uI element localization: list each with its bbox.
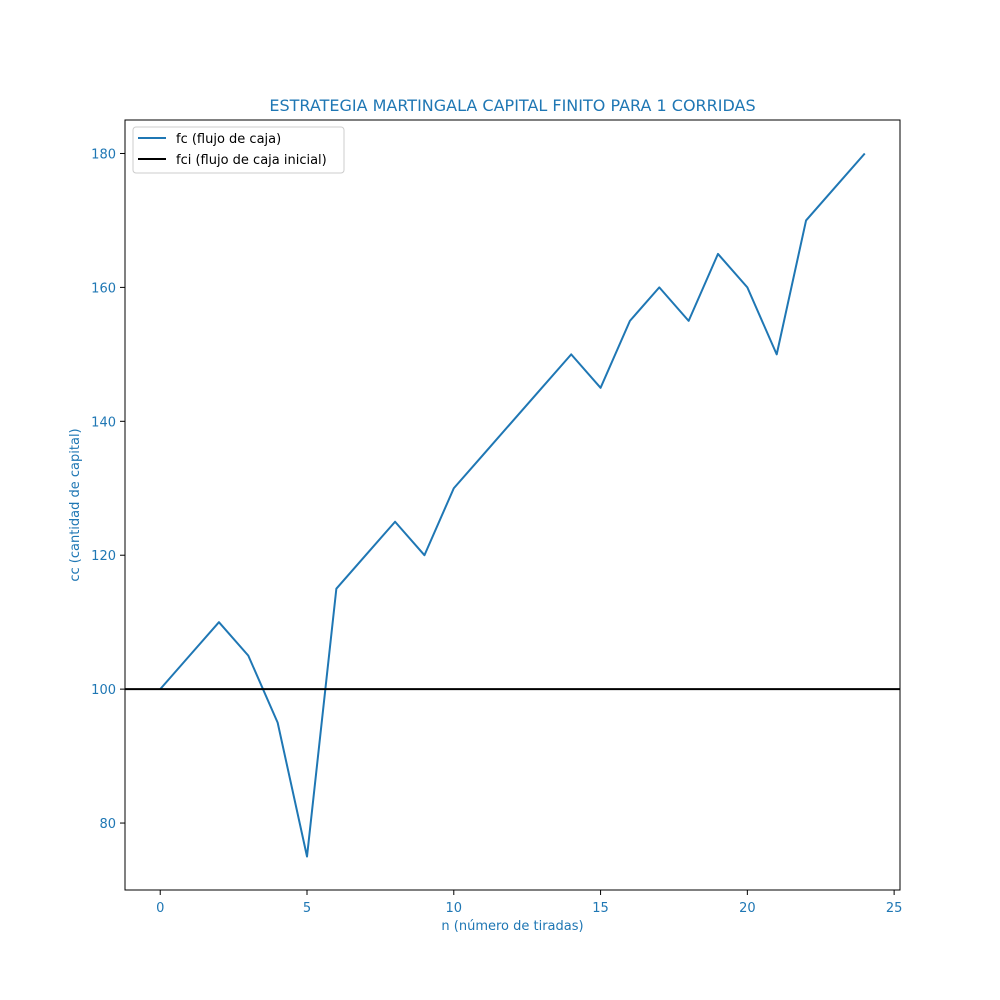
y-tick-label: 180 <box>91 147 116 162</box>
y-axis: 80 100 120 140 160 180 <box>91 147 125 832</box>
y-tick-label: 100 <box>91 683 116 698</box>
legend: fc (flujo de caja) fci (flujo de caja in… <box>132 126 345 174</box>
x-tick-label: 25 <box>886 901 903 916</box>
legend-label-fci: fci (flujo de caja inicial) <box>176 153 327 168</box>
plot-frame <box>124 119 901 891</box>
x-axis: 0 5 10 15 20 25 <box>156 890 902 916</box>
series-line-fc <box>159 152 866 858</box>
legend-label-fc: fc (flujo de caja) <box>176 132 281 147</box>
x-tick-label: 10 <box>446 901 463 916</box>
chart-title: ESTRATEGIA MARTINGALA CAPITAL FINITO PAR… <box>269 96 755 115</box>
y-axis-label: cc (cantidad de capital) <box>68 428 83 581</box>
x-tick-label: 5 <box>303 901 311 916</box>
y-tick-label: 120 <box>91 549 116 564</box>
x-tick-label: 20 <box>739 901 756 916</box>
legend-box <box>132 126 345 174</box>
x-tick-label: 15 <box>592 901 609 916</box>
y-tick-label: 80 <box>99 817 116 832</box>
x-tick-label: 0 <box>156 901 164 916</box>
y-tick-label: 160 <box>91 281 116 296</box>
y-tick-label: 140 <box>91 415 116 430</box>
x-axis-label: n (número de tiradas) <box>441 919 583 934</box>
